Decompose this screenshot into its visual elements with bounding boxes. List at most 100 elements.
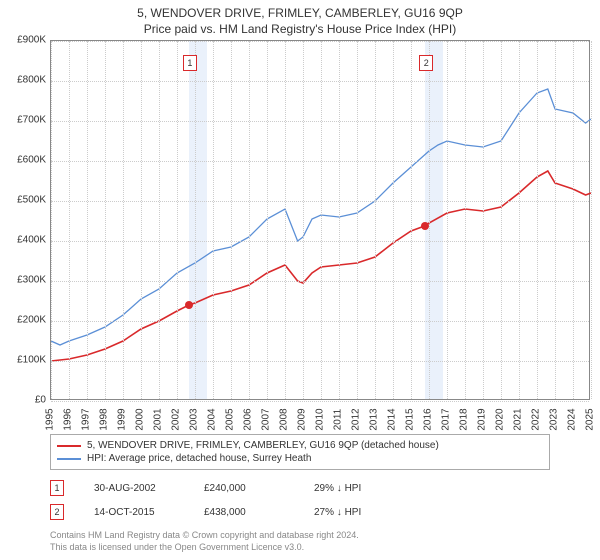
gridline-h (51, 241, 589, 242)
gridline-v (447, 41, 448, 399)
x-axis-label: 2005 (225, 408, 236, 430)
gridline-v (429, 41, 430, 399)
gridline-v (285, 41, 286, 399)
sale-marker-icon: 2 (50, 504, 64, 520)
x-axis-label: 2013 (369, 408, 380, 430)
gridline-h (51, 81, 589, 82)
chart-area: 12 £0£100K£200K£300K£400K£500K£600K£700K… (50, 40, 590, 430)
sale-dot (185, 301, 193, 309)
gridline-v (393, 41, 394, 399)
sale-marker-box: 1 (183, 55, 197, 71)
footer-line: Contains HM Land Registry data © Crown c… (50, 530, 550, 542)
gridline-v (303, 41, 304, 399)
gridline-v (87, 41, 88, 399)
x-axis-label: 1999 (117, 408, 128, 430)
x-axis-label: 2002 (171, 408, 182, 430)
x-axis-label: 1995 (45, 408, 56, 430)
x-axis-label: 2008 (279, 408, 290, 430)
gridline-v (555, 41, 556, 399)
y-axis-label: £100K (17, 355, 46, 366)
x-axis-label: 2000 (135, 408, 146, 430)
legend-row: HPI: Average price, detached house, Surr… (57, 452, 543, 465)
gridline-v (177, 41, 178, 399)
gridline-v (483, 41, 484, 399)
y-axis-label: £500K (17, 195, 46, 206)
legend-label: HPI: Average price, detached house, Surr… (87, 453, 311, 464)
gridline-v (213, 41, 214, 399)
gridline-v (141, 41, 142, 399)
gridline-h (51, 121, 589, 122)
footer-attribution: Contains HM Land Registry data © Crown c… (50, 530, 550, 553)
gridline-v (537, 41, 538, 399)
y-axis-label: £800K (17, 75, 46, 86)
x-axis-label: 1997 (81, 408, 92, 430)
gridline-h (51, 321, 589, 322)
gridline-v (159, 41, 160, 399)
sale-vs-hpi: 29% ↓ HPI (314, 483, 394, 494)
x-axis-label: 2003 (189, 408, 200, 430)
gridline-h (51, 401, 589, 402)
sale-row: 214-OCT-2015£438,00027% ↓ HPI (50, 500, 550, 524)
gridline-v (195, 41, 196, 399)
x-axis-label: 2020 (495, 408, 506, 430)
gridline-h (51, 201, 589, 202)
x-axis-label: 2017 (441, 408, 452, 430)
y-axis-label: £600K (17, 155, 46, 166)
sale-marker-icon: 1 (50, 480, 64, 496)
gridline-v (411, 41, 412, 399)
sale-row: 130-AUG-2002£240,00029% ↓ HPI (50, 476, 550, 500)
page-subtitle: Price paid vs. HM Land Registry's House … (0, 20, 600, 40)
sale-price: £438,000 (204, 507, 284, 518)
gridline-v (357, 41, 358, 399)
legend-swatch (57, 445, 81, 447)
y-axis-label: £300K (17, 275, 46, 286)
gridline-h (51, 361, 589, 362)
x-axis-label: 2001 (153, 408, 164, 430)
gridline-v (267, 41, 268, 399)
x-axis-label: 2022 (531, 408, 542, 430)
gridline-v (375, 41, 376, 399)
x-axis-label: 2023 (549, 408, 560, 430)
page-title: 5, WENDOVER DRIVE, FRIMLEY, CAMBERLEY, G… (0, 0, 600, 20)
gridline-v (339, 41, 340, 399)
x-axis-label: 2006 (243, 408, 254, 430)
gridline-v (519, 41, 520, 399)
footer-line: This data is licensed under the Open Gov… (50, 542, 550, 554)
gridline-v (123, 41, 124, 399)
x-axis-label: 2007 (261, 408, 272, 430)
x-axis-label: 2012 (351, 408, 362, 430)
y-axis-label: £900K (17, 35, 46, 46)
gridline-v (501, 41, 502, 399)
x-axis-label: 2021 (513, 408, 524, 430)
x-axis-label: 1996 (63, 408, 74, 430)
gridline-v (321, 41, 322, 399)
legend-label: 5, WENDOVER DRIVE, FRIMLEY, CAMBERLEY, G… (87, 440, 439, 451)
x-axis-label: 1998 (99, 408, 110, 430)
x-axis-label: 2025 (585, 408, 596, 430)
y-axis-label: £200K (17, 315, 46, 326)
plot-area: 12 (50, 40, 590, 400)
gridline-h (51, 161, 589, 162)
y-axis-label: £700K (17, 115, 46, 126)
x-axis-label: 2004 (207, 408, 218, 430)
gridline-v (231, 41, 232, 399)
sale-vs-hpi: 27% ↓ HPI (314, 507, 394, 518)
x-axis-label: 2014 (387, 408, 398, 430)
sale-marker-box: 2 (419, 55, 433, 71)
gridline-v (591, 41, 592, 399)
gridline-v (573, 41, 574, 399)
x-axis-label: 2016 (423, 408, 434, 430)
x-axis-label: 2010 (315, 408, 326, 430)
sale-dot (421, 222, 429, 230)
gridline-v (249, 41, 250, 399)
x-axis-label: 2009 (297, 408, 308, 430)
x-axis-label: 2024 (567, 408, 578, 430)
gridline-v (465, 41, 466, 399)
x-axis-label: 2015 (405, 408, 416, 430)
gridline-v (51, 41, 52, 399)
x-axis-label: 2018 (459, 408, 470, 430)
legend-swatch (57, 458, 81, 460)
x-axis-label: 2011 (333, 409, 344, 431)
legend-box: 5, WENDOVER DRIVE, FRIMLEY, CAMBERLEY, G… (50, 434, 550, 470)
gridline-v (69, 41, 70, 399)
